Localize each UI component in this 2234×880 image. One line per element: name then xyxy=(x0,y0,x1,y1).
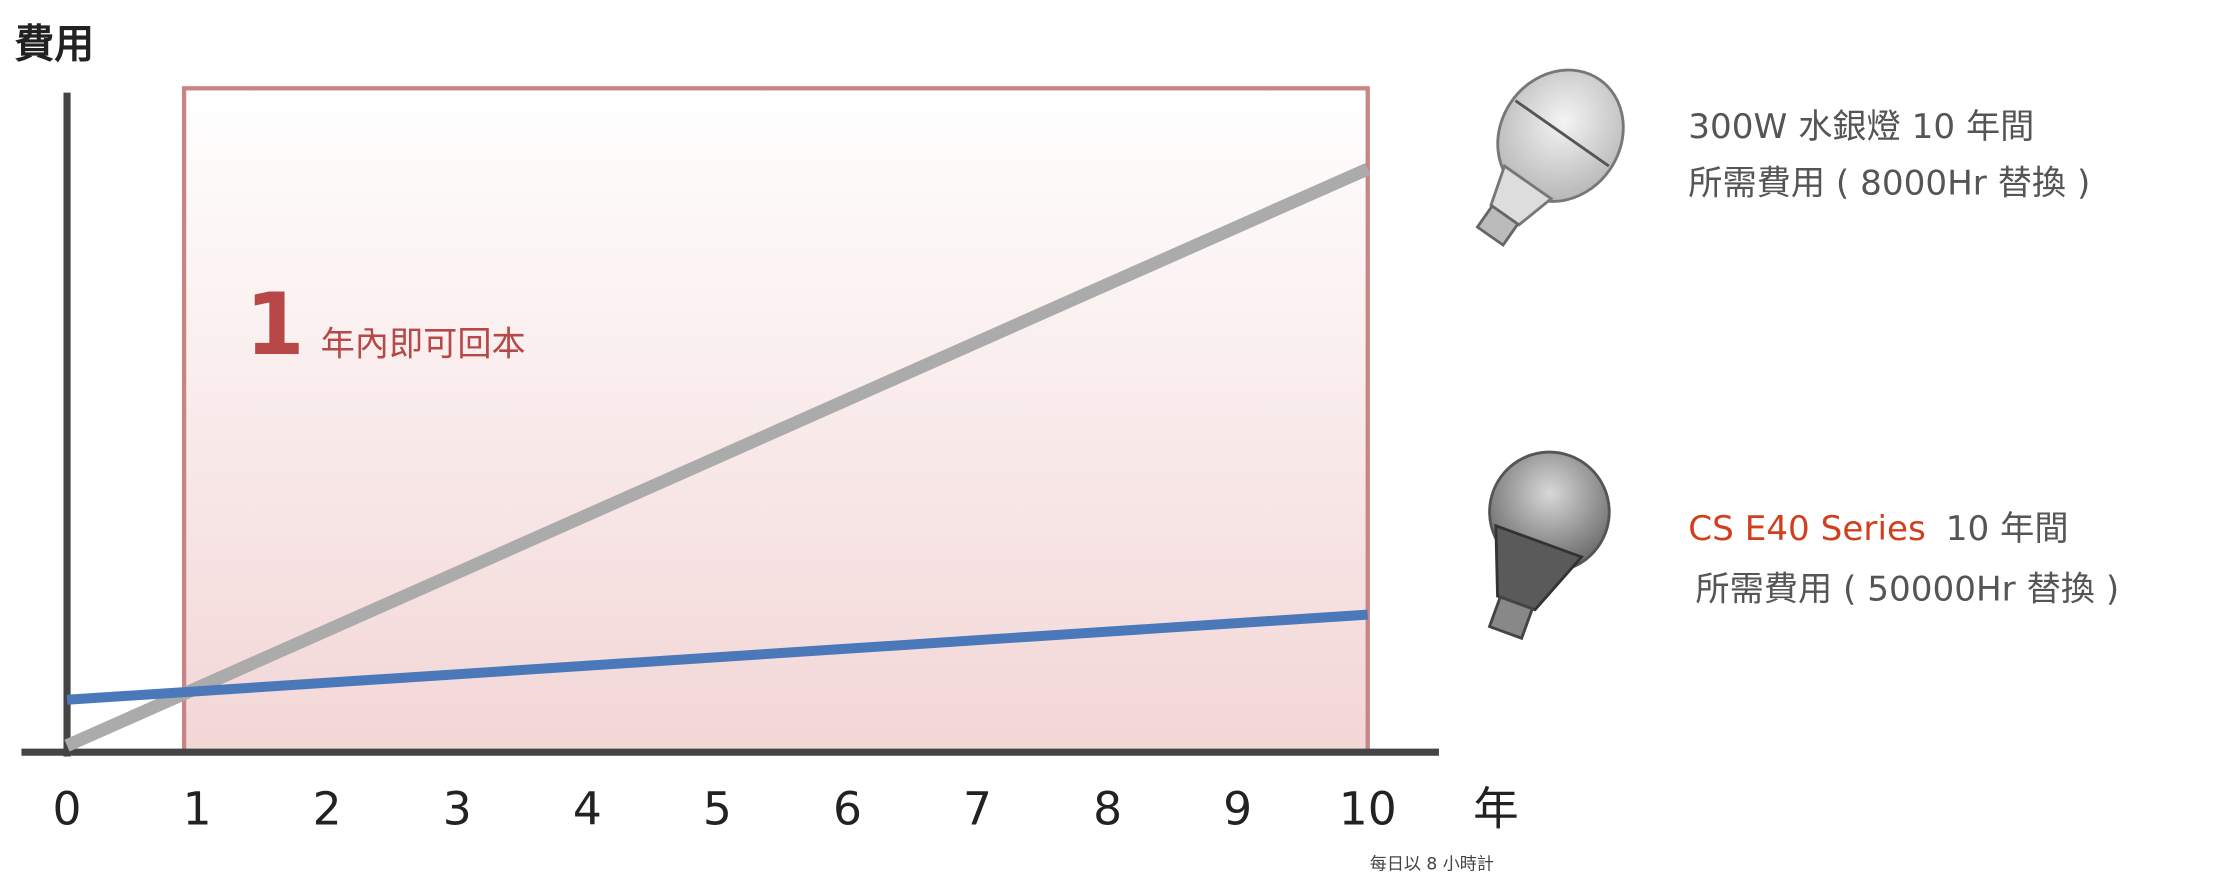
legend-name: 300W 水銀燈 10 年間 xyxy=(1688,107,2034,147)
y-axis-label: 費用 xyxy=(14,22,94,68)
highlight-region xyxy=(181,86,1370,755)
series-line xyxy=(66,609,1369,705)
x-tick-label: 6 xyxy=(833,783,862,836)
x-tick-label: 2 xyxy=(313,783,342,836)
legend-description: 所需費用 ( 50000Hr 替換 ) xyxy=(1695,570,2119,610)
annotation-text: 年內即可回本 xyxy=(321,325,526,365)
x-tick-label: 7 xyxy=(963,783,992,836)
legend-label: CS E40 Series 10 年間 xyxy=(1688,508,2068,548)
legend-name: CS E40 Series xyxy=(1688,508,1926,548)
series-line xyxy=(64,163,1371,752)
annotation-number: 1 xyxy=(245,276,304,375)
x-tick-label: 8 xyxy=(1093,783,1122,836)
x-tick-label: 4 xyxy=(573,783,602,836)
x-tick-label: 0 xyxy=(53,783,82,836)
legend-label: 300W 水銀燈 10 年間 xyxy=(1688,107,2034,147)
bulb-icon xyxy=(1475,68,1625,248)
x-tick-label: 9 xyxy=(1223,783,1252,836)
legend-description: 所需費用 ( 8000Hr 替換 ) xyxy=(1688,164,2090,204)
legend-suffix: 10 年間 xyxy=(1946,508,2069,548)
x-tick-label: 10 xyxy=(1339,783,1397,836)
x-tick-label: 1 xyxy=(183,783,212,836)
bulb-icon xyxy=(1487,450,1611,641)
x-axis-label: 年 xyxy=(1473,783,1519,836)
x-tick-label: 3 xyxy=(443,783,472,836)
x-tick-label: 5 xyxy=(703,783,732,836)
note: 每日以 8 小時計 xyxy=(1370,855,1494,875)
